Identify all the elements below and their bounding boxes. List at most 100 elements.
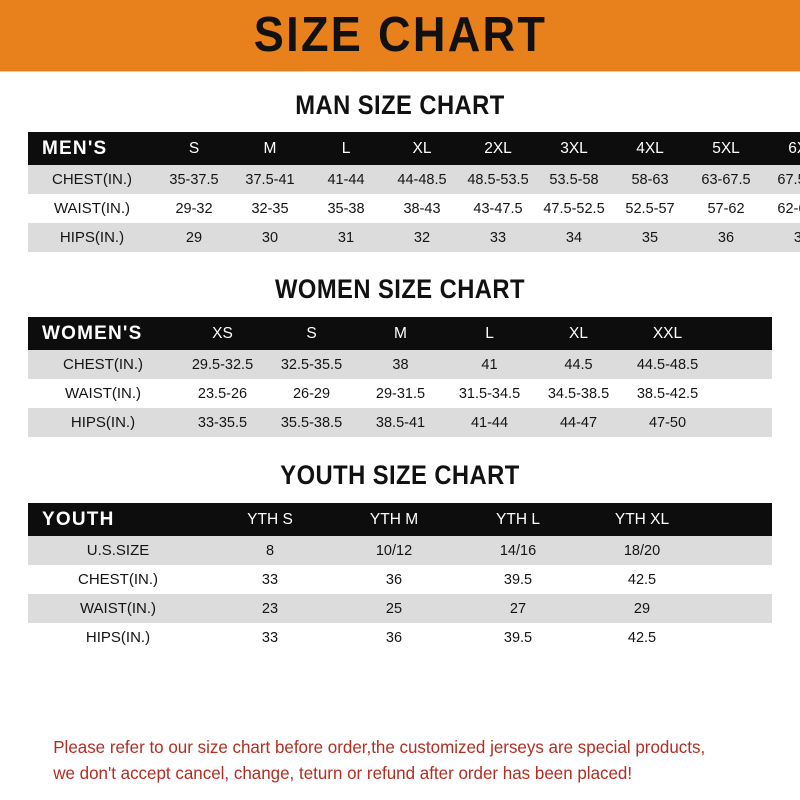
youth-cell-spacer bbox=[704, 623, 772, 652]
man-row-label: WAIST(IN.) bbox=[53, 200, 131, 217]
youth-table-head: YOUTH YTH S YTH M YTH L YTH XL bbox=[28, 503, 772, 536]
man-cell: 63-67.5 bbox=[701, 171, 751, 188]
man-col-header: S bbox=[188, 139, 200, 157]
chart-content: MAN SIZE CHART MEN'S S M L XL 2XL 3XL 4X… bbox=[0, 72, 800, 800]
women-cell: 33-35.5 bbox=[197, 414, 248, 431]
youth-col-header: YTH M bbox=[369, 510, 419, 528]
disclaimer-note: Please refer to our size chart before or… bbox=[28, 720, 750, 800]
women-cell: 29.5-32.5 bbox=[191, 356, 254, 373]
man-cell: 37 bbox=[793, 229, 800, 246]
man-row-header-label: MEN'S bbox=[42, 137, 108, 159]
table-row: WAIST(IN.) 23 25 27 29 bbox=[28, 594, 772, 623]
youth-cell: 29 bbox=[633, 600, 651, 617]
table-row: HIPS(IN.) 33-35.5 35.5-38.5 38.5-41 41-4… bbox=[28, 408, 772, 437]
youth-cell: 25 bbox=[385, 600, 403, 617]
man-col-header: M bbox=[263, 139, 277, 157]
women-cell-spacer bbox=[712, 408, 772, 437]
women-cell: 29-31.5 bbox=[375, 385, 426, 402]
man-col-header: L bbox=[341, 139, 351, 157]
man-cell: 29 bbox=[185, 229, 203, 246]
youth-cell: 8 bbox=[265, 542, 275, 559]
man-cell: 62-66.5 bbox=[777, 200, 800, 217]
youth-header-spacer bbox=[704, 503, 772, 536]
page-banner: SIZE CHART bbox=[0, 0, 800, 72]
women-row-header-label: WOMEN'S bbox=[42, 322, 143, 344]
women-cell: 35.5-38.5 bbox=[280, 414, 343, 431]
man-cell: 32 bbox=[413, 229, 431, 246]
women-col-header: S bbox=[306, 324, 317, 342]
man-cell: 47.5-52.5 bbox=[543, 200, 605, 217]
man-cell: 35 bbox=[641, 229, 659, 246]
women-col-header: XL bbox=[569, 324, 588, 342]
man-cell: 35-38 bbox=[327, 200, 365, 217]
youth-cell: 42.5 bbox=[627, 571, 657, 588]
table-row: HIPS(IN.) 29 30 31 32 33 34 35 36 37 bbox=[28, 223, 800, 252]
youth-cell: 42.5 bbox=[627, 629, 657, 646]
women-col-header: L bbox=[485, 324, 494, 342]
man-col-header: 2XL bbox=[484, 139, 512, 157]
youth-cell-spacer bbox=[704, 565, 772, 594]
man-section-title: MAN SIZE CHART bbox=[295, 90, 505, 120]
table-row: U.S.SIZE 8 10/12 14/16 18/20 bbox=[28, 536, 772, 565]
women-cell-spacer bbox=[712, 379, 772, 408]
youth-cell: 39.5 bbox=[503, 629, 533, 646]
women-cell: 31.5-34.5 bbox=[458, 385, 521, 402]
youth-row-label: WAIST(IN.) bbox=[79, 600, 157, 617]
disclaimer-line-1: Please refer to our size chart before or… bbox=[53, 736, 706, 757]
man-cell: 67.5-72 bbox=[777, 171, 800, 188]
man-header-row: MEN'S S M L XL 2XL 3XL 4XL 5XL 6XL bbox=[28, 132, 800, 165]
women-col-header: M bbox=[394, 324, 407, 342]
youth-size-table: YOUTH YTH S YTH M YTH L YTH XL U.S.SIZE … bbox=[28, 503, 772, 652]
women-cell: 44.5-48.5 bbox=[636, 356, 699, 373]
man-size-table: MEN'S S M L XL 2XL 3XL 4XL 5XL 6XL CHEST… bbox=[28, 132, 800, 252]
women-size-table: WOMEN'S XS S M L XL XXL CHEST(IN.) 29.5-… bbox=[28, 317, 772, 437]
table-row: HIPS(IN.) 33 36 39.5 42.5 bbox=[28, 623, 772, 652]
man-row-label: HIPS(IN.) bbox=[59, 229, 125, 246]
youth-row-label: HIPS(IN.) bbox=[85, 629, 151, 646]
women-cell: 32.5-35.5 bbox=[280, 356, 343, 373]
table-row: CHEST(IN.) 33 36 39.5 42.5 bbox=[28, 565, 772, 594]
women-cell: 23.5-26 bbox=[197, 385, 248, 402]
women-cell: 44-47 bbox=[559, 414, 598, 431]
women-cell: 26-29 bbox=[292, 385, 331, 402]
youth-col-header: YTH L bbox=[496, 510, 540, 528]
youth-cell: 18/20 bbox=[623, 542, 661, 559]
women-row-label: WAIST(IN.) bbox=[64, 385, 142, 402]
man-cell: 37.5-41 bbox=[245, 171, 295, 188]
women-row-label: HIPS(IN.) bbox=[70, 414, 136, 431]
youth-table-body: U.S.SIZE 8 10/12 14/16 18/20 CHEST(IN.) … bbox=[28, 536, 772, 652]
women-section-title: WOMEN SIZE CHART bbox=[275, 274, 525, 304]
man-cell: 53.5-58 bbox=[549, 171, 599, 188]
man-cell: 44-48.5 bbox=[397, 171, 447, 188]
youth-cell: 14/16 bbox=[499, 542, 537, 559]
youth-cell: 36 bbox=[385, 571, 403, 588]
youth-cell-spacer bbox=[704, 594, 772, 623]
youth-cell: 39.5 bbox=[503, 571, 533, 588]
youth-col-header: YTH S bbox=[247, 510, 293, 528]
youth-cell-spacer bbox=[704, 536, 772, 565]
youth-cell: 10/12 bbox=[375, 542, 413, 559]
women-cell: 38.5-41 bbox=[375, 414, 426, 431]
man-cell: 38-43 bbox=[403, 200, 441, 217]
youth-cell: 33 bbox=[261, 629, 279, 646]
women-table-body: CHEST(IN.) 29.5-32.5 32.5-35.5 38 41 44.… bbox=[28, 350, 772, 437]
women-col-header: XS bbox=[212, 324, 233, 342]
youth-section-title: YOUTH SIZE CHART bbox=[280, 460, 520, 490]
man-col-header: XL bbox=[412, 139, 432, 157]
youth-row-label: CHEST(IN.) bbox=[78, 571, 158, 588]
man-col-header: 5XL bbox=[712, 139, 740, 157]
man-row-label: CHEST(IN.) bbox=[52, 171, 132, 188]
women-cell: 34.5-38.5 bbox=[547, 385, 610, 402]
man-cell: 31 bbox=[337, 229, 355, 246]
man-cell: 36 bbox=[717, 229, 735, 246]
man-col-header: 3XL bbox=[560, 139, 588, 157]
women-cell: 38.5-42.5 bbox=[636, 385, 699, 402]
women-cell: 41-44 bbox=[470, 414, 509, 431]
women-header-row: WOMEN'S XS S M L XL XXL bbox=[28, 317, 772, 350]
women-row-label: CHEST(IN.) bbox=[63, 356, 143, 373]
man-cell: 35-37.5 bbox=[169, 171, 219, 188]
man-cell: 58-63 bbox=[631, 171, 669, 188]
women-header-spacer bbox=[712, 317, 772, 350]
women-cell: 44.5 bbox=[564, 356, 593, 373]
